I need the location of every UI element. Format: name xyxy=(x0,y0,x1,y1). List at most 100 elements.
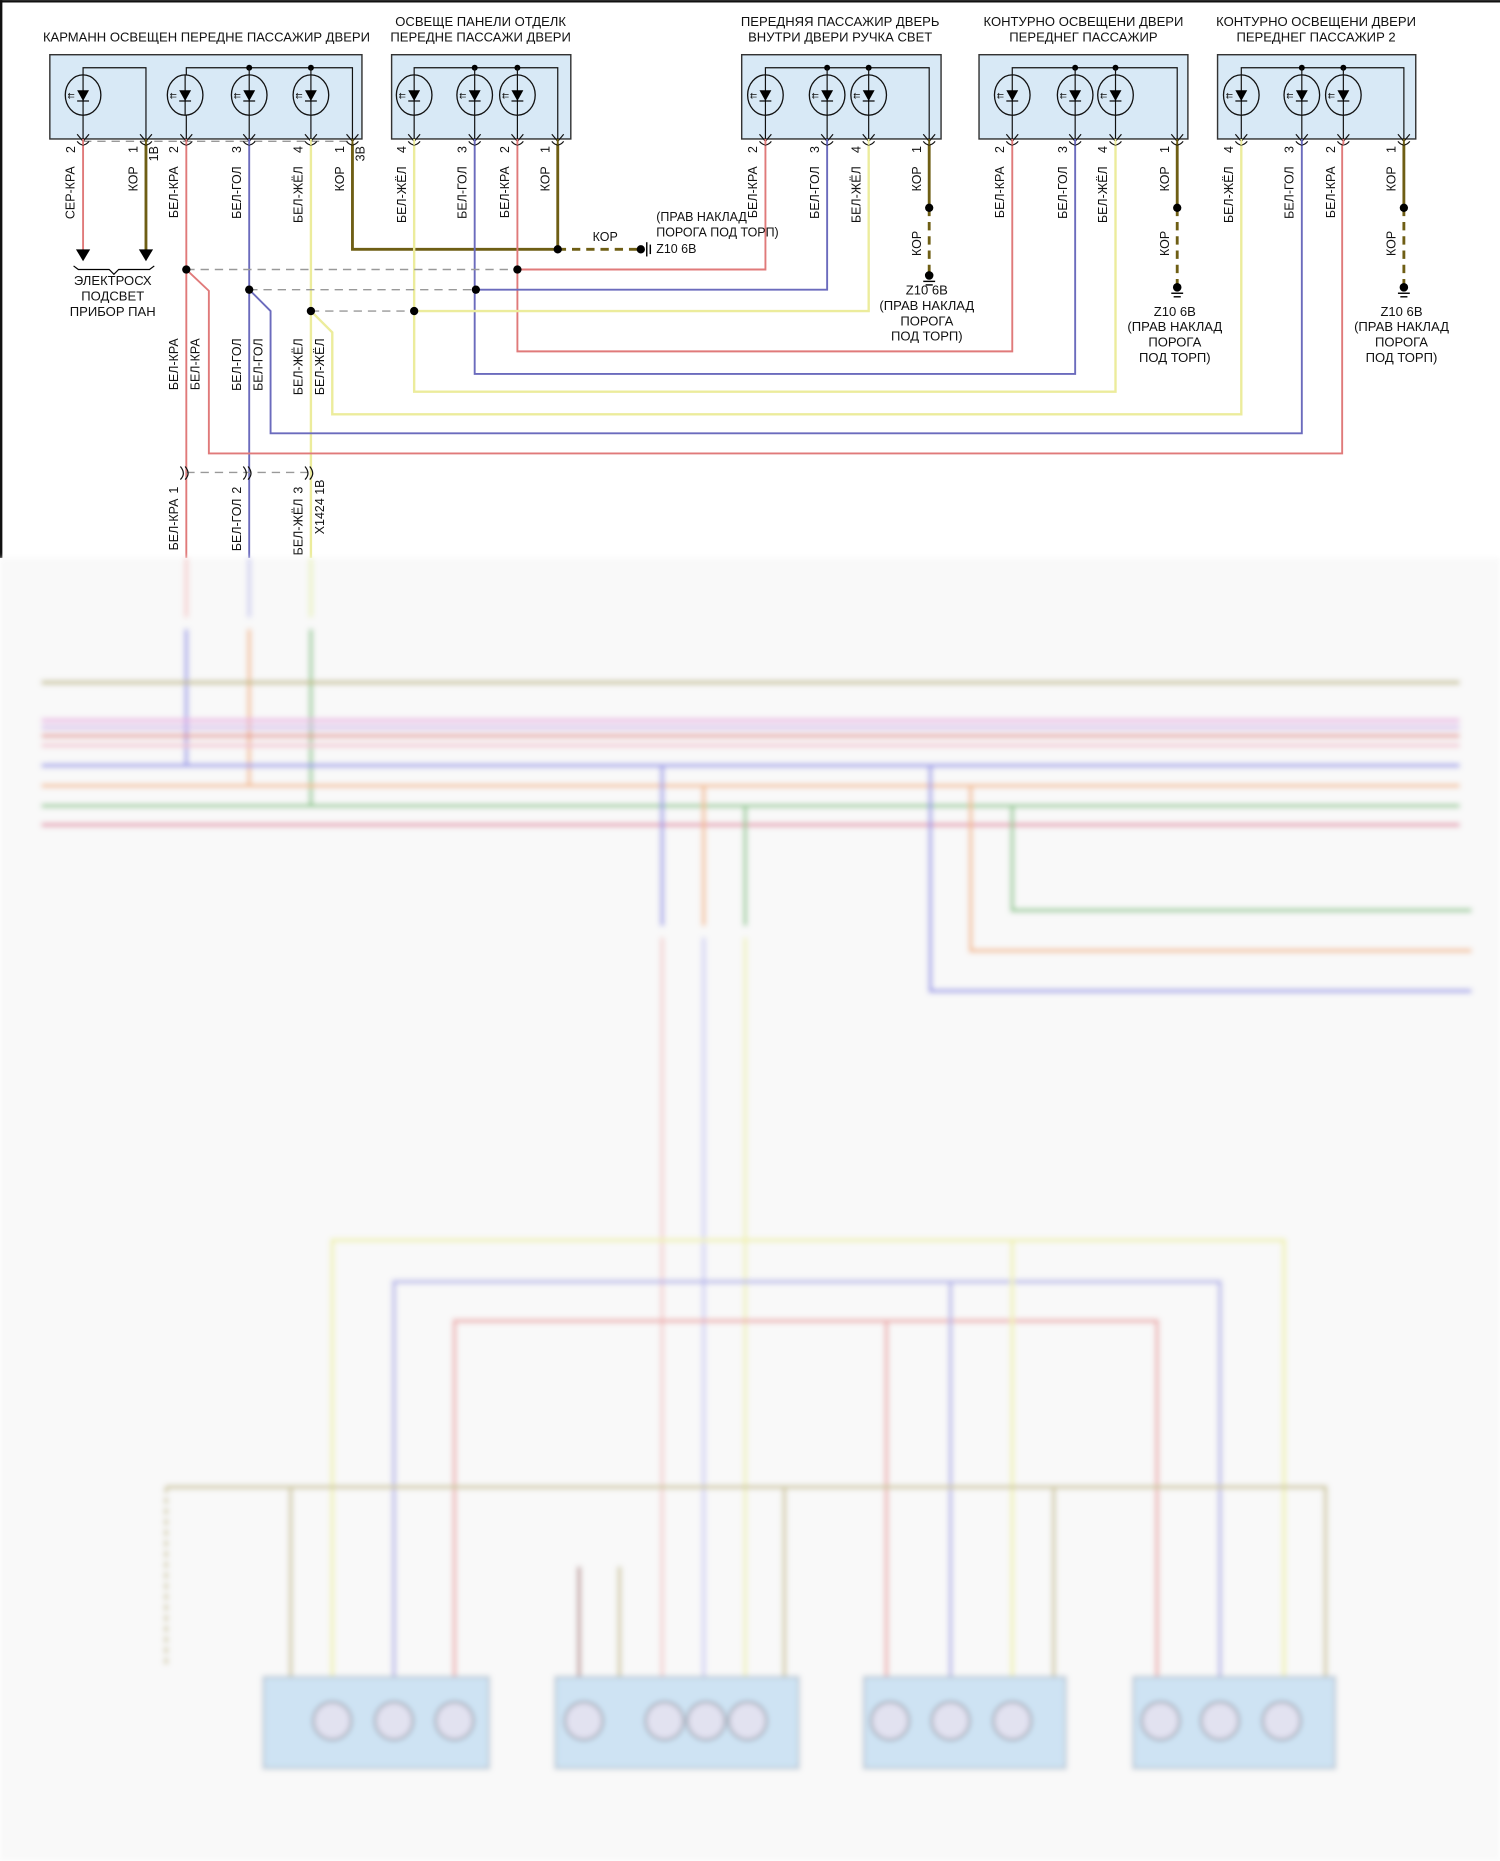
wire-label: БЕЛ-ГОЛ xyxy=(1056,166,1070,219)
svg-text:⇇: ⇇ xyxy=(997,91,1004,101)
splice-dots xyxy=(182,203,1409,316)
svg-text:⇇: ⇇ xyxy=(459,91,466,101)
wire-label: БЕЛ-ГОЛ xyxy=(230,499,244,552)
svg-text:⇇: ⇇ xyxy=(295,91,302,101)
svg-text:⇇: ⇇ xyxy=(750,91,757,101)
component-box: ⇇ ⇇ ⇇ xyxy=(740,53,942,146)
svg-text:⇇: ⇇ xyxy=(68,91,75,101)
pin-number: 1 xyxy=(910,146,924,153)
wire-label: БЕЛ-КРА xyxy=(167,498,181,551)
component-title: КАРМАНН ОСВЕЩЕН ПЕРЕДНЕ ПАССАЖИР ДВЕРИ xyxy=(43,30,370,45)
wire-label: БЕЛ-ЖЁЛ xyxy=(1096,166,1110,223)
led-icon: ⇇ xyxy=(292,74,330,116)
pin-number: 2 xyxy=(64,146,78,153)
svg-text:⇇: ⇇ xyxy=(1226,91,1233,101)
wire-label: КОР xyxy=(1158,166,1172,191)
destination-label: ПРИБОР ПАН xyxy=(70,304,156,319)
pin-number: 3 xyxy=(808,146,822,153)
lower-diagram-blurred xyxy=(0,557,1500,1861)
wire-red-box4 xyxy=(516,143,1014,353)
pin-number: 2 xyxy=(1324,146,1338,153)
wire-label: БЕЛ-ГОЛ xyxy=(251,338,265,391)
svg-text:⇇: ⇇ xyxy=(1060,91,1067,101)
ground-label: ПОД ТОРП) xyxy=(891,329,963,344)
svg-text:⇇: ⇇ xyxy=(1100,91,1107,101)
connector-pin xyxy=(179,466,189,480)
ground-label: ПОД ТОРП) xyxy=(1366,350,1438,365)
ground-icon xyxy=(646,242,1410,298)
arrow-down-icon xyxy=(75,249,91,262)
connector-id: X1424 1B xyxy=(313,480,327,535)
wire-blue-box3 xyxy=(475,143,829,291)
pin-number: 1 xyxy=(1158,146,1172,153)
component-title: ОСВЕЩЕ ПАНЕЛИ ОТДЕЛК xyxy=(395,14,566,29)
wire-label: БЕЛ-КРА xyxy=(167,338,181,391)
ground-label: Z10 6B xyxy=(656,242,696,256)
component-title: КОНТУРНО ОСВЕЩЕНИ ДВЕРИ xyxy=(984,14,1184,29)
pin-number: 1 xyxy=(127,146,141,153)
wire-label: КОР xyxy=(1385,166,1399,191)
component-title: ВНУТРИ ДВЕРИ РУЧКА СВЕТ xyxy=(748,30,932,45)
svg-text:⇇: ⇇ xyxy=(812,91,819,101)
led-icon: ⇇ xyxy=(498,74,536,116)
bracket xyxy=(73,265,155,276)
pin-number: 4 xyxy=(849,146,863,153)
pin-number: 3 xyxy=(1056,146,1070,153)
wire-label: КОР xyxy=(910,231,924,256)
frame-top xyxy=(0,0,1500,3)
ground-label: (ПРАВ НАКЛАД xyxy=(1127,319,1222,334)
ground-label: (ПРАВ НАКЛАД xyxy=(656,210,747,224)
pin-number: 3 xyxy=(292,487,306,494)
pin-number: 2 xyxy=(230,487,244,494)
wire-label: КОР xyxy=(538,166,552,191)
wire-label: БЕЛ-КРА xyxy=(1324,166,1338,219)
component-box: ⇇ ⇇ ⇇ xyxy=(978,53,1189,146)
pin-number: 4 xyxy=(1222,146,1236,153)
led-icon: ⇇ xyxy=(395,74,433,116)
wire-label: БЕЛ-ГОЛ xyxy=(1283,166,1297,219)
led-icon: ⇇ xyxy=(746,74,784,116)
ground-label: ПОРОГА xyxy=(1148,335,1201,350)
connector-id: 3В xyxy=(353,146,367,161)
wire-red-box5 xyxy=(185,143,1344,455)
led-icon: ⇇ xyxy=(230,74,268,116)
pin-number: 4 xyxy=(395,146,409,153)
destination-label: ЭЛЕКТРОСХ xyxy=(74,273,152,288)
wire-label: БЕЛ-ГОЛ xyxy=(455,166,469,219)
wire-label: КОР xyxy=(593,230,618,244)
pin-number: 1 xyxy=(1385,146,1399,153)
wires xyxy=(82,140,1406,558)
wire-label: БЕЛ-ЖЁЛ xyxy=(1222,166,1236,223)
wire-yellow-box4 xyxy=(412,143,1117,393)
led-icon: ⇇ xyxy=(166,74,204,116)
ground-label: ПОРОГА xyxy=(1375,335,1428,350)
led-icon: ⇇ xyxy=(1222,74,1260,116)
ground-label: Z10 6B xyxy=(1154,304,1196,319)
wire-label: КОР xyxy=(333,166,347,191)
svg-text:⇇: ⇇ xyxy=(170,91,177,101)
connector-pin xyxy=(304,466,314,480)
led-icon: ⇇ xyxy=(1097,74,1134,116)
destination-label: ПОДСВЕТ xyxy=(81,288,144,303)
wire-label: БЕЛ-ЖЁЛ xyxy=(313,338,327,395)
connector-id: 1В xyxy=(147,146,161,161)
wire-label: КОР xyxy=(1385,231,1399,256)
pin-number: 2 xyxy=(993,146,1007,153)
wire-label: БЕЛ-КРА xyxy=(498,166,512,219)
svg-text:⇇: ⇇ xyxy=(399,91,406,101)
led-icon: ⇇ xyxy=(808,74,846,116)
wire-label: БЕЛ-КРА xyxy=(993,166,1007,219)
ground-label: ПОД ТОРП) xyxy=(1139,350,1211,365)
connector-pin xyxy=(242,466,252,480)
wire-label: БЕЛ-ЖЁЛ xyxy=(395,166,409,223)
component-title: ПЕРЕДНЕ ПАССАЖИ ДВЕРИ xyxy=(390,30,571,45)
wire-label: БЕЛ-КРА xyxy=(188,338,202,391)
pin-number: 2 xyxy=(746,146,760,153)
led-icon: ⇇ xyxy=(456,74,494,116)
pin-number: 4 xyxy=(1096,146,1110,153)
pin-number: 4 xyxy=(292,146,306,153)
wire-label: БЕЛ-ГОЛ xyxy=(230,338,244,391)
led-icon: ⇇ xyxy=(1283,74,1321,116)
led-icon: ⇇ xyxy=(1056,74,1094,116)
